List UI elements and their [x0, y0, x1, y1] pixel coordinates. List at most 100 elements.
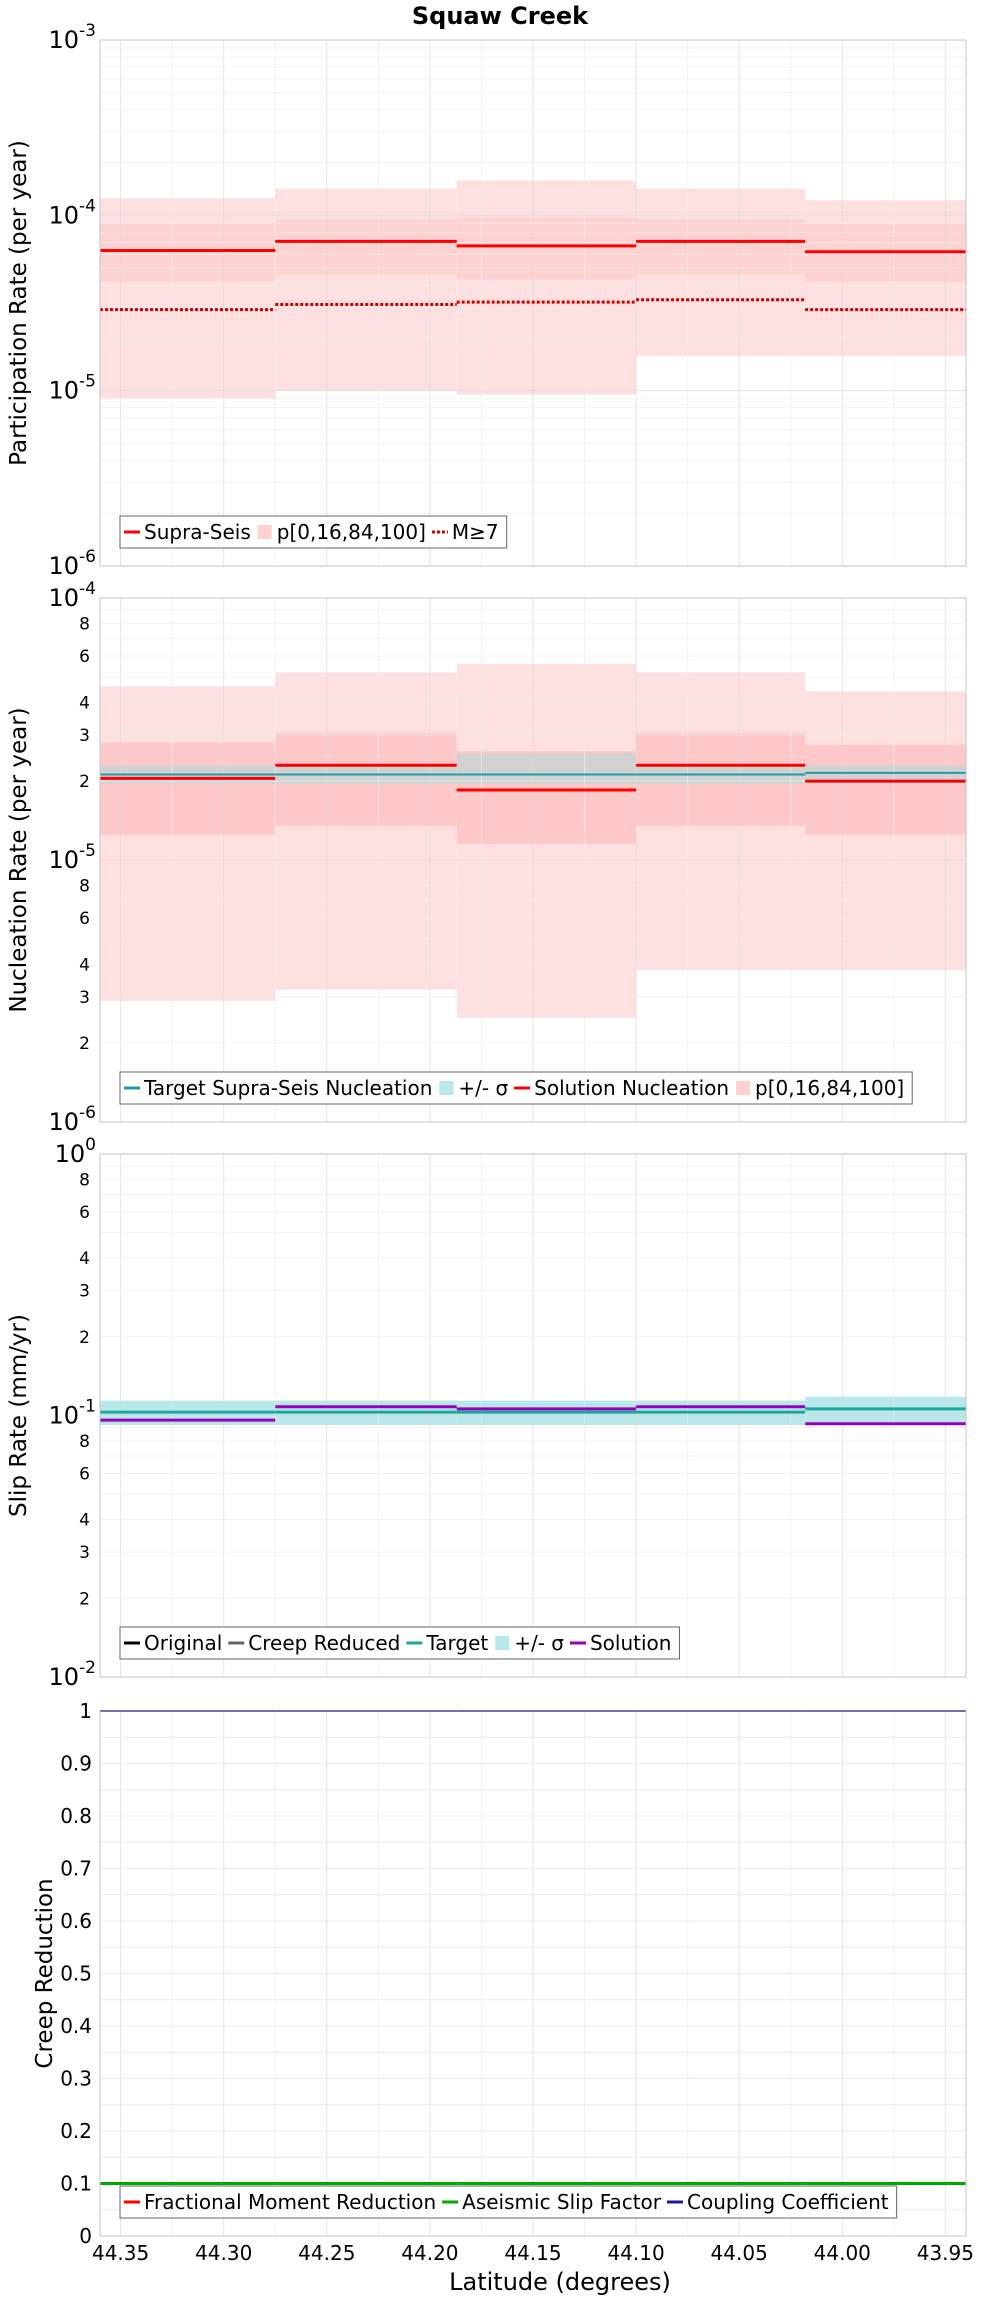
y-minor-tick-label-9: 8 [79, 1170, 90, 1190]
legend-swatch [439, 1081, 454, 1095]
y-axis-label: Creep Reduction [32, 1878, 58, 2068]
legend-item-2: Target [406, 1631, 488, 1655]
band-1-section-0 [100, 742, 276, 835]
legend-item-1: p[0,16,84,100] [257, 520, 426, 544]
panel-nucleation: 10-6 10-5 10-4 2 3 4 6 8 2 3 4 6 8 Nucleation Rate (p… [6, 579, 967, 1136]
y-minor-tick-label-1: 3 [79, 988, 90, 1008]
y-tick-label-2: 100 [55, 1135, 96, 1168]
y-tick-label-0: 10-6 [49, 547, 97, 580]
plot-frame [99, 39, 967, 567]
y-minor-tick-label-9: 8 [79, 614, 90, 634]
y-tick-label-1: 0.1 [60, 2172, 92, 2196]
plot-frame [99, 597, 967, 1123]
y-minor-tick-label-8: 6 [79, 1203, 90, 1223]
y-axis-label: Slip Rate (mm/yr) [6, 1314, 32, 1517]
legend-label: Creep Reduced [248, 1631, 400, 1655]
plot-frame [99, 1153, 967, 1678]
y-tick-labels: 10-2 10-1 100 2 3 4 6 8 2 3 4 6 8 [49, 1135, 97, 1691]
band-1-section-0 [100, 224, 276, 282]
legend-swatch [257, 525, 272, 539]
y-minor-tick-label-2: 4 [79, 955, 90, 975]
legend-item-0: Target Supra-Seis Nucleation [124, 1076, 432, 1100]
gridlines [100, 1710, 966, 2237]
y-axis-label: Participation Rate (per year) [6, 140, 32, 466]
y-minor-tick-label-7: 4 [79, 1249, 90, 1269]
y-tick-label-2: 10-4 [49, 579, 97, 612]
series-solution [100, 1405, 966, 1426]
band-0-section-1 [275, 672, 457, 990]
legend-item-1: +/- σ [439, 1076, 508, 1100]
legend-item-4: Solution [569, 1631, 671, 1655]
legend-label: Target Supra-Seis Nucleation [143, 1076, 432, 1100]
band-0-section-0 [100, 686, 276, 1001]
x-tick-label-1: 44.30 [195, 2241, 252, 2265]
y-tick-label-0: 10-2 [49, 1658, 97, 1691]
plot-frame [99, 1710, 967, 2237]
legend-label: +/- σ [458, 1076, 508, 1100]
chart-title: Squaw Creek [412, 2, 589, 30]
series-m-7 [100, 298, 966, 312]
series-target [100, 1407, 966, 1414]
band-0-section-2 [456, 180, 637, 395]
legend-label: Coupling Coefficient [687, 2190, 889, 2214]
y-tick-label-1: 10-5 [49, 841, 97, 874]
legend-item-2: M≥7 [431, 520, 499, 544]
band-1-section-1 [275, 219, 457, 275]
y-minor-tick-label-4: 8 [79, 876, 90, 896]
band-1-section-4 [805, 744, 966, 835]
legend: Target Supra-Seis Nucleation +/- σ Solutio… [119, 1071, 913, 1105]
panel-slip: 10-2 10-1 100 2 3 4 6 8 2 3 4 6 8 Slip Rate (mm/yr) Or… [6, 1135, 967, 1691]
series-supra-seis [100, 239, 966, 254]
x-tick-labels: 44.35 44.30 44.25 44.20 44.15 44.10 44.05 44.00… [92, 2241, 974, 2265]
panel-creep: 0 0.1 0.2 0.3 0.4 0.5 0.6 0.7 0.8 0.9 1 Creep Reduc… [32, 1699, 967, 2248]
y-minor-tick-label-1: 3 [79, 1543, 90, 1563]
y-tick-label-4: 0.4 [60, 2014, 92, 2038]
y-minor-tick-label-8: 6 [79, 647, 90, 667]
y-tick-label-8: 0.8 [60, 1804, 92, 1828]
y-tick-label-1: 10-1 [49, 1397, 97, 1430]
y-tick-labels: 10-6 10-5 10-4 10-3 [49, 21, 97, 580]
legend-item-1: Creep Reduced [228, 1631, 400, 1655]
legend-label: Solution [590, 1631, 671, 1655]
y-minor-tick-label-6: 3 [79, 726, 90, 746]
y-tick-labels: 10-6 10-5 10-4 2 3 4 6 8 2 3 4 6 8 [49, 579, 97, 1136]
series-target-supra-seis-nucleation [100, 771, 966, 776]
x-tick-label-6: 44.05 [711, 2241, 768, 2265]
legend-box [119, 2185, 898, 2219]
x-tick-label-7: 44.00 [814, 2241, 871, 2265]
y-tick-label-0: 0 [79, 2224, 92, 2248]
y-tick-labels: 0 0.1 0.2 0.3 0.4 0.5 0.6 0.7 0.8 0.9 1 [60, 1699, 92, 2248]
legend-item-2: Coupling Coefficient [667, 2190, 889, 2214]
y-minor-tick-label-7: 4 [79, 693, 90, 713]
legend-label: Target [425, 1631, 488, 1655]
legend-item-1: Aseismic Slip Factor [442, 2190, 662, 2214]
legend: Fractional Moment Reduction Aseismic Slip… [119, 2185, 898, 2219]
legend-label: p[0,16,84,100] [277, 520, 426, 544]
legend-label: Solution Nucleation [534, 1076, 729, 1100]
y-minor-tick-label-6: 3 [79, 1282, 90, 1302]
band-2-section-2 [456, 753, 637, 785]
y-minor-tick-label-3: 6 [79, 1465, 90, 1485]
y-minor-tick-label-0: 2 [79, 1589, 90, 1609]
legend: Supra-Seis p[0,16,84,100] M≥7 [119, 515, 508, 549]
x-tick-label-2: 44.25 [298, 2241, 355, 2265]
x-tick-label-5: 44.10 [607, 2241, 664, 2265]
y-tick-label-2: 10-4 [49, 196, 97, 229]
panel-participation: 10-6 10-5 10-4 10-3 Participation Rate (per … [6, 21, 967, 580]
legend-item-0: Supra-Seis [124, 520, 251, 544]
legend-label: p[0,16,84,100] [755, 1076, 904, 1100]
y-minor-tick-label-2: 4 [79, 1511, 90, 1531]
y-minor-tick-label-5: 2 [79, 1328, 90, 1348]
y-tick-label-0: 10-6 [49, 1103, 97, 1136]
gridlines [100, 1154, 966, 1678]
legend-label: Original [144, 1631, 222, 1655]
legend-item-0: Original [124, 1631, 222, 1655]
y-tick-label-10: 1 [79, 1699, 92, 1723]
band-1-section-3 [636, 219, 806, 275]
y-tick-label-5: 0.5 [60, 1962, 92, 1986]
legend-item-0: Fractional Moment Reduction [124, 2190, 436, 2214]
x-tick-label-0: 44.35 [92, 2241, 149, 2265]
y-tick-label-1: 10-5 [49, 372, 97, 405]
y-minor-tick-label-0: 2 [79, 1034, 90, 1054]
